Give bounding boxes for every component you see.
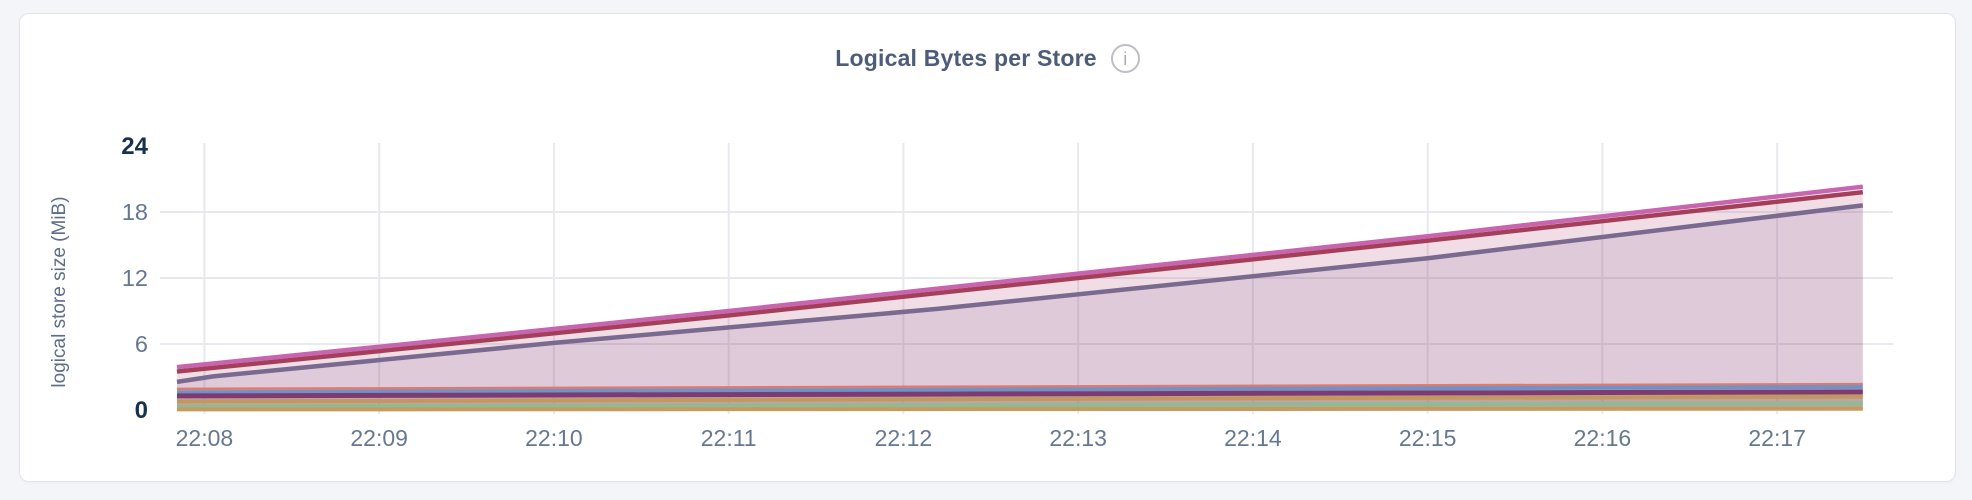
x-tick-label: 22:09 [350, 425, 408, 451]
x-tick-label: 22:10 [525, 425, 583, 451]
x-tick-label: 22:15 [1399, 425, 1457, 451]
y-tick-label: 6 [135, 331, 148, 357]
series-gold-2-line [176, 406, 1863, 412]
y-tick-label: 18 [122, 199, 148, 225]
series-orchid-line [176, 184, 1864, 370]
chart-header: Logical Bytes per Store i [20, 44, 1955, 73]
x-tick-label: 22:14 [1224, 425, 1282, 451]
series-gold-1-line [176, 394, 1863, 404]
series-orchid-area [177, 186, 1863, 410]
y-tick-label: 12 [122, 265, 148, 291]
series-darkred-line [176, 189, 1864, 374]
x-tick-label: 22:12 [875, 425, 933, 451]
series-darkred-area [177, 192, 1863, 410]
x-tick-label: 22:17 [1748, 425, 1806, 451]
x-tick-label: 22:11 [701, 425, 757, 451]
y-tick-label: 24 [121, 133, 148, 160]
series-salmon-line [176, 382, 1863, 391]
series-magenta-line [176, 389, 1863, 399]
x-tick-label: 22:13 [1049, 425, 1107, 451]
x-tick-label: 22:08 [176, 425, 234, 451]
x-tick-label: 22:16 [1574, 425, 1632, 451]
y-tick-label: 0 [135, 397, 148, 424]
info-circle-icon[interactable]: i [1110, 44, 1140, 73]
series-slate-line [176, 203, 1864, 385]
series-blue-line [176, 384, 1863, 395]
series-green-line [176, 401, 1863, 409]
chart-title: Logical Bytes per Store [835, 45, 1097, 71]
